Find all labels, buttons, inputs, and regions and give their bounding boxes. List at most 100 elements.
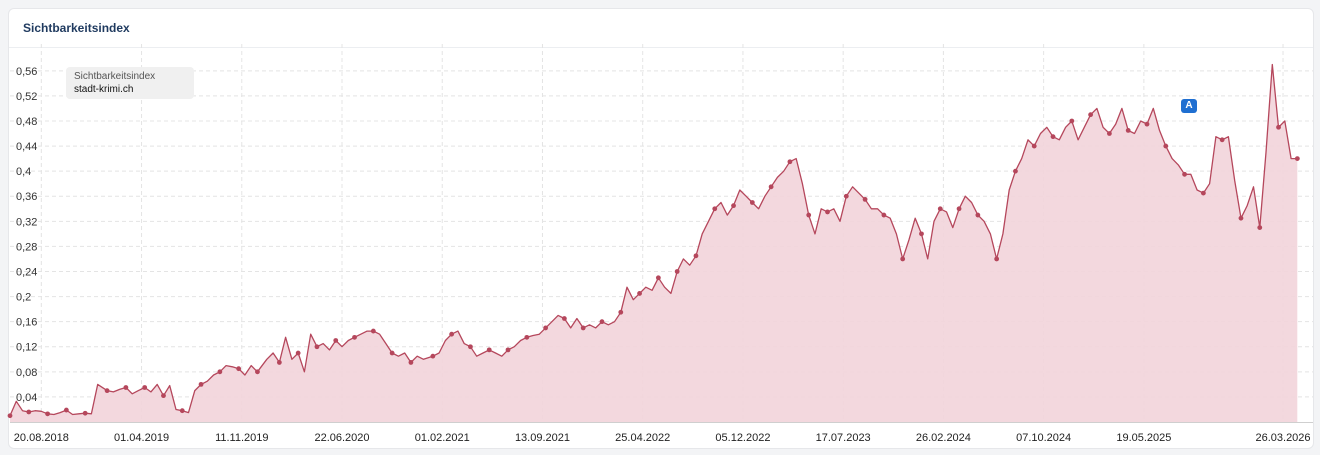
data-point: [712, 206, 718, 212]
header-divider: [9, 47, 1313, 48]
x-tick-label: 20.08.2018: [14, 432, 69, 444]
data-point: [825, 209, 830, 215]
y-tick-label: 0,28: [16, 241, 37, 253]
data-point: [1182, 171, 1187, 177]
y-tick-label: 0,36: [16, 191, 37, 203]
data-point: [45, 411, 50, 417]
x-tick-label: 26.02.2024: [916, 432, 971, 444]
y-tick-label: 0,08: [16, 367, 37, 379]
data-point: [1219, 137, 1225, 143]
data-point: [1200, 190, 1206, 196]
x-tick-label: 11.11.2019: [215, 432, 268, 444]
x-tick-label: 19.05.2025: [1116, 432, 1171, 444]
y-tick-label: 0,16: [16, 317, 37, 329]
x-tick-label: 05.12.2022: [715, 432, 770, 444]
y-tick-label: 0,52: [16, 91, 37, 103]
data-point: [1163, 143, 1169, 149]
data-point: [1107, 131, 1112, 136]
data-point: [806, 212, 812, 218]
data-point: [161, 393, 166, 399]
data-point: [1031, 143, 1037, 149]
data-point: [198, 381, 204, 387]
data-point: [7, 413, 13, 419]
data-point: [599, 319, 605, 325]
series-area: [10, 64, 1298, 422]
data-point: [1276, 124, 1281, 130]
data-point: [674, 269, 680, 274]
data-point: [1294, 156, 1300, 162]
data-point: [655, 275, 661, 281]
data-point: [449, 331, 455, 337]
y-tick-label: 0,04: [16, 392, 37, 404]
data-point: [919, 231, 924, 237]
data-point: [1257, 225, 1263, 230]
x-tick-label: 13.09.2021: [515, 432, 570, 444]
data-point: [580, 325, 586, 331]
x-tick-label: 25.04.2022: [615, 432, 670, 444]
data-point: [862, 196, 868, 202]
event-marker-a[interactable]: A: [1181, 99, 1197, 113]
data-point: [276, 360, 282, 365]
data-point: [82, 410, 88, 416]
x-tick-label: 01.02.2021: [415, 432, 470, 444]
data-point: [768, 184, 774, 190]
data-point: [486, 347, 492, 353]
data-point: [937, 206, 943, 212]
data-point: [217, 369, 223, 375]
data-point: [731, 203, 736, 209]
data-point: [1013, 168, 1018, 174]
y-tick-label: 0,44: [16, 141, 37, 153]
data-point: [63, 407, 69, 413]
y-tick-label: 0,32: [16, 216, 37, 228]
data-point: [123, 385, 129, 390]
data-point: [104, 388, 110, 394]
x-tick-label: 07.10.2024: [1016, 432, 1071, 444]
data-point: [881, 212, 887, 218]
data-point: [430, 353, 436, 359]
y-tick-label: 0,2: [16, 292, 31, 304]
data-point: [179, 408, 185, 414]
data-point: [1125, 127, 1131, 133]
y-tick-label: 0,48: [16, 116, 37, 128]
data-point: [1088, 112, 1094, 118]
data-point: [1050, 134, 1056, 140]
data-point: [505, 347, 511, 353]
legend-series-label: Sichtbarkeitsindex: [74, 71, 156, 82]
data-point: [352, 334, 357, 340]
data-point: [314, 344, 320, 350]
data-point: [255, 369, 260, 375]
data-point: [26, 409, 32, 415]
data-point: [994, 256, 1000, 262]
y-tick-label: 0,4: [16, 166, 31, 178]
legend-domain-label: stadt-krimi.ch: [74, 84, 134, 95]
data-point: [975, 212, 981, 218]
data-point: [1144, 121, 1150, 127]
x-tick-label: 22.06.2020: [314, 432, 369, 444]
y-tick-label: 0,56: [16, 66, 37, 78]
x-tick-label: 26.03.2026: [1255, 432, 1310, 444]
x-tick-label: 01.04.2019: [114, 432, 169, 444]
data-point: [693, 253, 699, 259]
data-point: [1238, 215, 1244, 221]
data-point: [370, 328, 376, 334]
data-point: [956, 206, 962, 212]
data-point: [468, 344, 473, 350]
data-point: [236, 366, 242, 372]
data-point: [749, 200, 755, 205]
data-point: [637, 291, 642, 296]
data-point: [333, 338, 339, 343]
data-point: [543, 325, 549, 331]
data-point: [562, 316, 567, 321]
y-tick-label: 0,12: [16, 342, 37, 354]
data-point: [1069, 118, 1075, 124]
chart-title: Sichtbarkeitsindex: [23, 21, 130, 35]
chart-legend: Sichtbarkeitsindex stadt-krimi.ch: [66, 67, 194, 99]
data-point: [787, 159, 793, 165]
data-point: [408, 360, 414, 365]
x-tick-label: 17.07.2023: [816, 432, 871, 444]
data-point: [900, 256, 906, 262]
data-point: [843, 193, 849, 199]
data-point: [524, 334, 530, 340]
data-point: [142, 385, 148, 390]
